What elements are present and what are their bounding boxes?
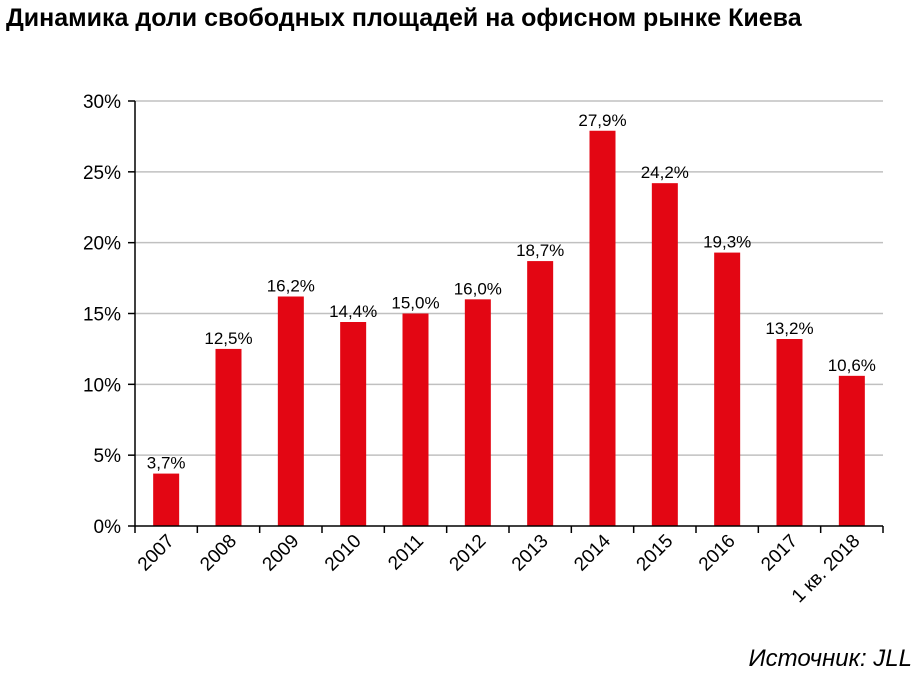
x-tick-label: 2012 (446, 531, 491, 576)
x-tick-label: 2015 (633, 531, 678, 576)
y-tick-label: 15% (83, 305, 121, 326)
bar (340, 322, 367, 526)
bar (402, 313, 429, 526)
data-label: 10,6% (828, 356, 876, 375)
bar (277, 296, 304, 526)
source-note: Источник: JLL (748, 645, 913, 672)
bar (714, 252, 741, 527)
bar (838, 375, 865, 526)
data-label: 13,2% (765, 319, 813, 338)
data-label: 12,5% (204, 329, 252, 348)
data-label: 14,4% (329, 302, 377, 321)
data-label: 3,7% (147, 454, 186, 473)
y-tick-label: 5% (94, 446, 122, 467)
data-label: 27,9% (578, 111, 626, 130)
bar (527, 261, 554, 526)
bar (153, 473, 180, 526)
bar (464, 299, 491, 526)
data-label: 16,0% (454, 279, 502, 298)
x-tick-label: 2007 (134, 531, 179, 576)
y-tick-label: 25% (83, 163, 121, 184)
data-label: 18,7% (516, 241, 564, 260)
bar (589, 130, 616, 526)
data-label: 15,0% (391, 294, 439, 313)
y-tick-label: 10% (83, 375, 121, 396)
data-label: 24,2% (641, 163, 689, 182)
chart-title: Динамика доли свободных площадей на офис… (6, 4, 802, 32)
y-tick-label: 30% (83, 92, 121, 113)
x-tick-label: 2009 (259, 531, 304, 576)
x-tick-label: 2008 (196, 531, 241, 576)
x-tick-label: 2011 (384, 531, 428, 575)
x-tick-label: 2014 (570, 530, 615, 575)
x-tick-label: 1 кв. 2018 (788, 531, 864, 607)
x-tick-label: 2016 (695, 531, 740, 576)
x-tick-label: 2013 (508, 531, 553, 576)
bar (776, 339, 803, 526)
x-tick-label: 2010 (321, 531, 366, 576)
bar (651, 183, 678, 526)
y-tick-label: 20% (83, 234, 121, 255)
x-tick-label: 2017 (757, 531, 802, 576)
data-label: 16,2% (267, 277, 315, 296)
bar (215, 348, 242, 526)
y-tick-label: 0% (94, 517, 122, 538)
data-label: 19,3% (703, 233, 751, 252)
